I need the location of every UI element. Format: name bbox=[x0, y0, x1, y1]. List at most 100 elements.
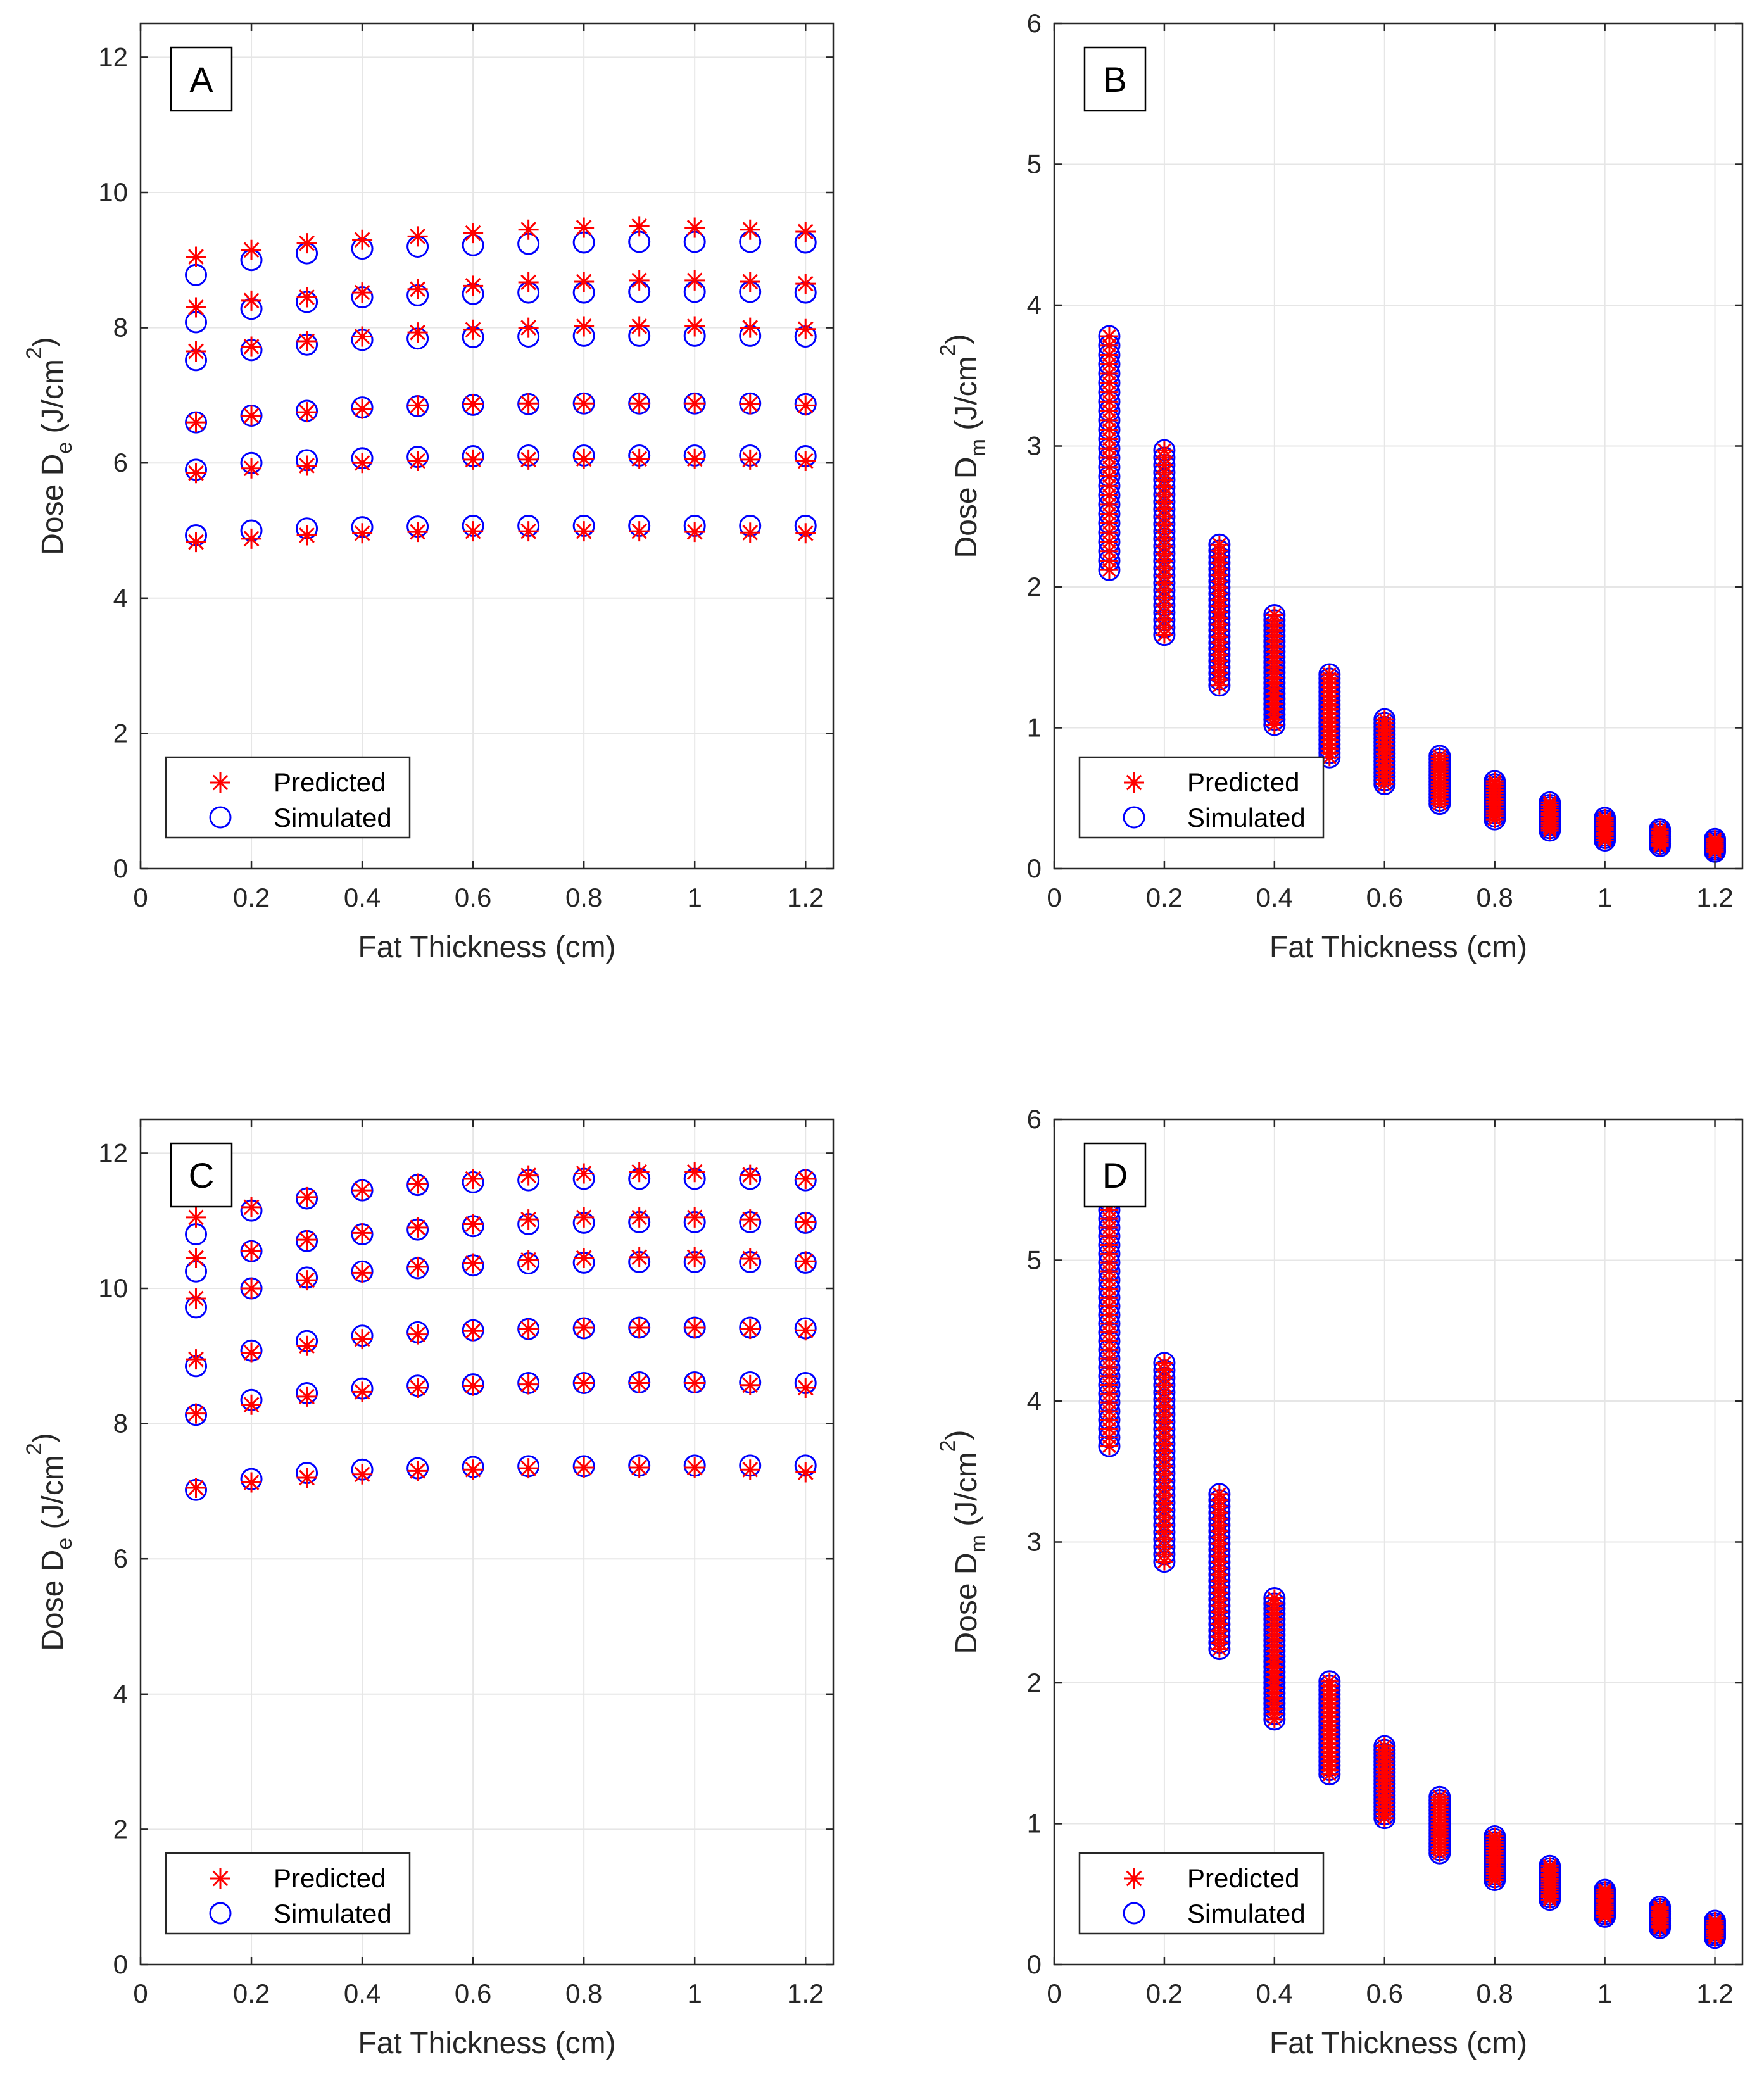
data-marks-c bbox=[185, 1162, 817, 1501]
predicted-point bbox=[296, 233, 317, 254]
y-axis-label-sub: e bbox=[53, 442, 77, 454]
data-marks-a bbox=[185, 216, 817, 553]
predicted-point bbox=[186, 463, 206, 484]
y-axis-label-sup: 2 bbox=[936, 344, 960, 356]
predicted-point bbox=[684, 393, 705, 414]
predicted-point bbox=[1100, 346, 1118, 364]
predicted-point bbox=[186, 1403, 206, 1424]
predicted-point bbox=[518, 219, 539, 240]
predicted-point bbox=[740, 522, 760, 543]
y-tick-label: 12 bbox=[98, 42, 128, 72]
legend-simulated-marker bbox=[209, 806, 232, 829]
predicted-point bbox=[518, 393, 539, 414]
predicted-point bbox=[740, 271, 760, 292]
predicted-point bbox=[241, 1278, 262, 1299]
x-tick-label: 0 bbox=[1047, 1978, 1061, 2008]
predicted-point bbox=[1430, 747, 1449, 765]
predicted-point bbox=[1100, 383, 1118, 401]
predicted-point bbox=[1155, 1354, 1173, 1372]
predicted-point bbox=[684, 1162, 705, 1183]
predicted-point bbox=[740, 1319, 760, 1340]
predicted-point bbox=[1375, 1737, 1394, 1756]
predicted-point bbox=[352, 398, 373, 419]
y-tick-label: 5 bbox=[1027, 149, 1042, 179]
x-tick-label: 0.4 bbox=[344, 1978, 381, 2008]
panel-label-frame bbox=[1083, 46, 1147, 112]
predicted-point bbox=[795, 318, 816, 339]
y-tick-label: 5 bbox=[1027, 1245, 1042, 1275]
predicted-point bbox=[684, 217, 705, 238]
predicted-point bbox=[1100, 551, 1118, 570]
predicted-point bbox=[352, 1223, 373, 1243]
predicted-point bbox=[740, 449, 760, 470]
predicted-point bbox=[629, 1317, 650, 1338]
y-tick-label: 10 bbox=[98, 177, 128, 207]
predicted-point bbox=[186, 532, 206, 553]
predicted-point bbox=[684, 1207, 705, 1228]
predicted-point bbox=[186, 412, 206, 433]
y-axis-label-main: Dose D bbox=[36, 1550, 70, 1651]
panel-label-frame bbox=[170, 46, 233, 112]
legend-box bbox=[1078, 1852, 1325, 1935]
x-tick-label: 0.2 bbox=[233, 883, 270, 912]
y-tick-label: 0 bbox=[113, 1949, 128, 1979]
y-tick-label: 12 bbox=[98, 1138, 128, 1167]
predicted-point bbox=[574, 1317, 595, 1338]
predicted-point bbox=[241, 1197, 262, 1217]
predicted-point bbox=[574, 271, 595, 292]
legend-box bbox=[165, 756, 411, 839]
predicted-point bbox=[574, 1207, 595, 1228]
predicted-point bbox=[463, 394, 484, 415]
predicted-point bbox=[1100, 542, 1118, 560]
predicted-point bbox=[1100, 411, 1118, 429]
x-tick-label: 1 bbox=[1597, 1978, 1612, 2008]
y-axis-label-sub: m bbox=[966, 439, 990, 456]
predicted-point bbox=[740, 219, 760, 240]
predicted-point bbox=[1540, 1857, 1559, 1875]
predicted-point bbox=[740, 1459, 760, 1480]
predicted-point bbox=[574, 1163, 595, 1184]
x-tick-label: 1.2 bbox=[1696, 1978, 1733, 2008]
predicted-point bbox=[241, 405, 262, 426]
predicted-point bbox=[629, 216, 650, 237]
predicted-point bbox=[518, 521, 539, 542]
legend-d: Predicted Simulated bbox=[1078, 1852, 1325, 1935]
y-axis-label-main: Dose D bbox=[950, 456, 983, 558]
panel-label-box-b: B bbox=[1083, 46, 1147, 112]
predicted-point bbox=[740, 1209, 760, 1230]
predicted-point bbox=[684, 448, 705, 469]
predicted-point bbox=[296, 1335, 317, 1356]
predicted-point bbox=[463, 1168, 484, 1189]
predicted-point bbox=[795, 1320, 816, 1341]
predicted-point bbox=[1210, 1485, 1228, 1503]
predicted-point bbox=[1210, 536, 1228, 554]
predicted-point bbox=[352, 1262, 373, 1283]
predicted-point bbox=[518, 317, 539, 338]
panel-label: A bbox=[189, 60, 213, 99]
predicted-point bbox=[574, 217, 595, 238]
predicted-point bbox=[241, 528, 262, 549]
y-axis-label-unit-suffix: ) bbox=[27, 1433, 61, 1443]
predicted-point bbox=[518, 1209, 539, 1230]
y-axis-label-sup: 2 bbox=[22, 1443, 46, 1455]
x-tick-label: 0.4 bbox=[344, 883, 381, 912]
predicted-point bbox=[1265, 1589, 1283, 1607]
predicted-point bbox=[1100, 505, 1118, 523]
predicted-point bbox=[795, 221, 816, 242]
legend-predicted-marker bbox=[210, 1868, 230, 1889]
x-tick-label: 0.6 bbox=[1366, 883, 1403, 912]
predicted-point bbox=[629, 393, 650, 414]
y-axis-label-unit-suffix: ) bbox=[941, 1430, 974, 1440]
x-tick-label: 0 bbox=[133, 1978, 148, 2008]
predicted-point bbox=[407, 395, 428, 416]
axes-box-c bbox=[139, 1118, 835, 1966]
predicted-point bbox=[352, 1381, 373, 1402]
predicted-point bbox=[629, 316, 650, 337]
legend-predicted-marker bbox=[1124, 772, 1144, 793]
panel-b: 0 0.2 0.4 0.6 0.8 1 1.2 0 1 2 3 4 5 6 Fat Thickness (c… bbox=[936, 8, 1744, 964]
predicted-point bbox=[1100, 514, 1118, 532]
data-marks-b bbox=[1098, 325, 1727, 863]
predicted-point bbox=[296, 330, 317, 351]
predicted-point bbox=[1100, 477, 1118, 495]
